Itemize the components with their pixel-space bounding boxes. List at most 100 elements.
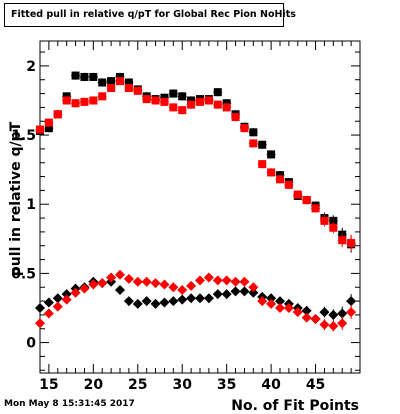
data-point: [195, 275, 205, 286]
data-point: [221, 275, 232, 286]
data-point: [115, 76, 125, 86]
data-point: [80, 97, 89, 107]
data-point: [168, 89, 178, 98]
data-point: [292, 307, 303, 318]
x-tick-label: 35: [217, 377, 236, 393]
timestamp: Mon May 8 15:31:45 2017: [4, 399, 135, 409]
x-tick-label: 45: [306, 377, 325, 393]
data-point: [159, 297, 170, 308]
data-point: [43, 297, 54, 308]
data-point: [266, 298, 277, 309]
data-point: [239, 286, 250, 297]
data-point: [311, 204, 320, 213]
data-point: [88, 72, 98, 82]
data-point: [257, 296, 268, 307]
y-tick-label: 2: [26, 59, 36, 75]
data-point: [160, 97, 169, 107]
y-tick-label: 1.5: [11, 128, 36, 144]
data-point: [88, 279, 99, 290]
data-point: [328, 222, 338, 234]
data-point: [310, 314, 321, 325]
data-point: [275, 302, 285, 313]
data-point: [151, 96, 160, 105]
x-tick-label: 25: [128, 377, 147, 393]
data-point: [177, 294, 188, 305]
data-point: [213, 88, 223, 97]
data-point: [337, 316, 348, 331]
data-point: [266, 150, 276, 159]
data-point: [62, 96, 72, 105]
data-point: [231, 112, 240, 122]
data-point: [80, 72, 89, 82]
x-tick-label: 20: [84, 377, 104, 393]
data-point: [230, 276, 241, 287]
data-point: [43, 308, 54, 319]
data-point: [212, 275, 223, 286]
data-point: [115, 269, 125, 280]
data-point: [52, 293, 63, 304]
x-axis-title: No. of Fit Points: [231, 398, 359, 414]
data-point: [168, 282, 179, 293]
data-point: [79, 283, 90, 294]
data-point: [123, 273, 134, 284]
data-point: [97, 278, 108, 289]
data-point: [97, 92, 107, 101]
data-point: [71, 71, 80, 80]
data-point: [141, 296, 152, 307]
data-point: [239, 276, 250, 287]
data-point: [35, 302, 45, 313]
data-point: [293, 190, 303, 199]
data-point: [168, 296, 179, 307]
data-point: [132, 276, 143, 287]
data-point: [150, 298, 161, 309]
data-point: [132, 298, 143, 309]
data-point: [52, 301, 63, 312]
data-point: [320, 215, 329, 227]
data-point: [284, 180, 294, 190]
data-point: [61, 294, 72, 305]
data-point: [283, 302, 294, 313]
data-point: [168, 103, 178, 112]
data-point: [35, 318, 45, 329]
data-point: [337, 233, 347, 248]
data-point: [248, 128, 258, 137]
data-point: [266, 168, 276, 177]
data-point: [346, 305, 357, 320]
y-tick-label: 0.5: [11, 266, 36, 282]
data-point: [186, 293, 197, 304]
data-point: [275, 175, 285, 184]
data-point: [177, 285, 188, 295]
data-point: [222, 103, 232, 112]
data-point: [35, 125, 45, 134]
data-points: [35, 71, 357, 332]
data-point: [212, 289, 223, 300]
y-tick-label: 1: [26, 197, 36, 213]
data-point: [203, 272, 214, 283]
data-point: [106, 272, 117, 283]
data-point: [150, 278, 161, 289]
data-point: [319, 319, 330, 331]
tick-labels: 15 20 25 30 35 40 45 0 0.5 1 1.5 2: [11, 59, 325, 393]
data-point: [142, 94, 152, 104]
data-point: [124, 83, 134, 93]
data-point: [195, 97, 205, 107]
data-point: [301, 312, 312, 323]
data-point: [203, 293, 214, 304]
data-point: [186, 100, 196, 109]
data-point: [88, 96, 98, 105]
data-point: [302, 195, 312, 205]
data-point: [346, 234, 356, 252]
data-point: [328, 320, 339, 332]
x-tick-label: 30: [172, 377, 192, 393]
data-point: [106, 83, 116, 93]
data-point: [70, 287, 81, 298]
data-point: [319, 306, 330, 318]
data-point: [115, 285, 125, 295]
data-point: [133, 86, 143, 95]
data-point: [141, 276, 152, 287]
data-point: [204, 96, 214, 105]
data-point: [328, 309, 339, 321]
y-axis-title: pull in relative q/pT: [8, 121, 24, 276]
data-point: [71, 99, 80, 108]
x-tick-label: 40: [261, 377, 281, 393]
